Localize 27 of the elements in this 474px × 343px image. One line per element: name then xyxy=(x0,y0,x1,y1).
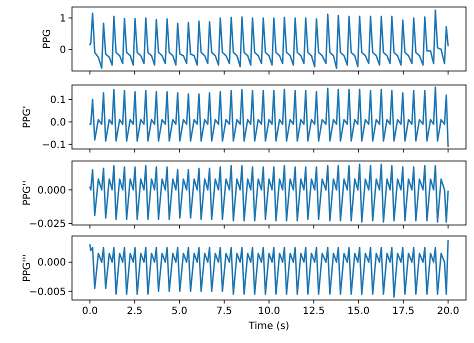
y-tick-label: 0.1 xyxy=(50,95,66,106)
y-axis-title: PPG' xyxy=(22,106,33,128)
line-series xyxy=(89,9,449,69)
y-tick-label: −0.1 xyxy=(42,140,66,151)
y-tick-label: 0.000 xyxy=(37,185,66,196)
line-series xyxy=(89,240,449,298)
y-tick-label: 0.0 xyxy=(50,117,66,128)
y-axis-title: PPG'' xyxy=(22,180,33,206)
x-tick-label: 7.5 xyxy=(216,306,232,317)
y-tick-label: 1 xyxy=(60,13,66,24)
y-axis-title: PPG''' xyxy=(22,254,33,282)
x-tick-label: 0.0 xyxy=(82,306,98,317)
x-tick-label: 20.0 xyxy=(436,306,460,317)
x-axis-title: Time (s) xyxy=(248,321,290,332)
x-tick-label: 10.0 xyxy=(258,306,280,317)
y-axis-title: PPG xyxy=(42,29,53,49)
y-tick-label: −0.025 xyxy=(28,218,66,230)
x-tick-label: 12.5 xyxy=(302,306,325,317)
y-tick-label: 0.000 xyxy=(37,258,66,269)
y-tick-label: −0.005 xyxy=(28,286,66,298)
x-tick-label: 15.0 xyxy=(347,306,370,317)
y-tick-label: 0 xyxy=(60,44,66,56)
line-series xyxy=(89,86,449,148)
x-tick-label: 5.0 xyxy=(172,306,188,317)
x-tick-label: 2.5 xyxy=(126,306,143,317)
x-tick-label: 17.5 xyxy=(392,306,414,317)
line-series xyxy=(89,164,449,223)
